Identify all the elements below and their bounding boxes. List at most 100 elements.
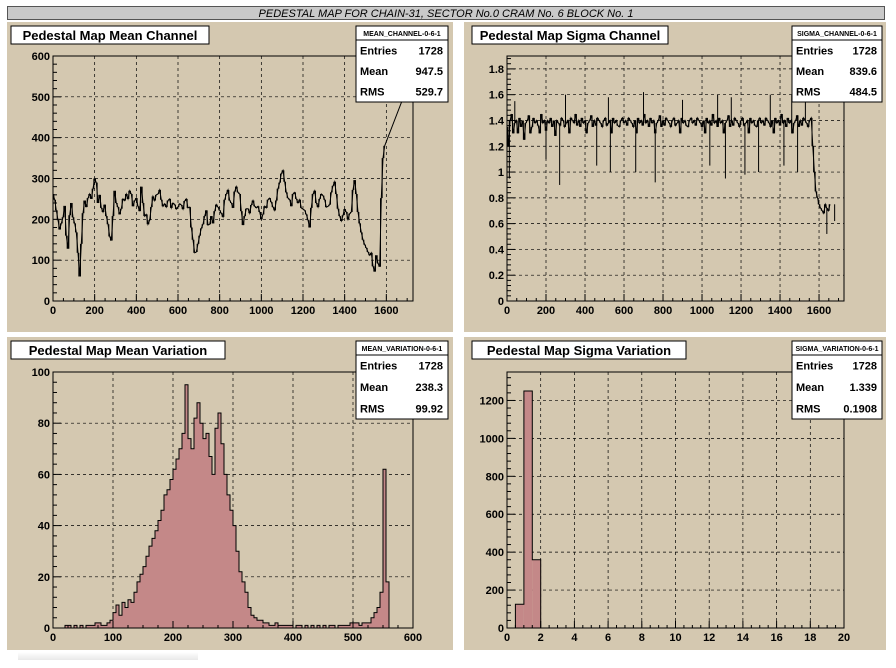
stats-key: Mean [360, 382, 388, 394]
histogram-bin [230, 510, 233, 628]
y-tick-label: 100 [32, 367, 50, 379]
histogram-bin [149, 546, 152, 628]
histogram-bin [353, 622, 356, 628]
histogram-bin [377, 607, 380, 628]
histogram-bin [137, 581, 140, 628]
histogram-bin [305, 625, 308, 628]
histogram-bin [350, 622, 353, 628]
y-tick-label: 1.8 [489, 64, 504, 76]
histogram-bin [176, 459, 179, 628]
y-tick-label: 0.6 [489, 219, 504, 231]
x-tick-label: 400 [127, 305, 145, 317]
histogram-bin [239, 571, 242, 628]
histogram-bin [122, 602, 125, 628]
x-tick-label: 1600 [374, 305, 398, 317]
x-tick-label: 0 [504, 305, 510, 317]
histogram-bin [209, 456, 212, 628]
chart-sigma-variation: 0 2 4 6 8 10 12 14 16 18 20020040060080010001200Pe… [471, 340, 883, 644]
chart-title: Pedestal Map Sigma Variation [487, 343, 671, 358]
histogram-bin [68, 625, 71, 628]
y-tick-label: 0 [44, 296, 50, 308]
x-tick-label: 0 [504, 632, 510, 644]
x-tick-label: 6 [605, 632, 611, 644]
histogram-bin [371, 617, 374, 628]
x-tick-label: 1600 [807, 305, 831, 317]
stats-name: MEAN_VARIATION-0-6-1 [362, 346, 443, 353]
stats-key: Mean [796, 382, 824, 394]
histogram-bin [161, 510, 164, 628]
histogram-bin [212, 474, 215, 628]
x-tick-label: 8 [639, 632, 645, 644]
y-tick-label: 1.6 [489, 90, 504, 102]
histogram-bin [110, 620, 113, 628]
y-tick-label: 1200 [480, 395, 504, 407]
stats-key: RMS [360, 403, 384, 415]
stats-key: RMS [360, 87, 384, 99]
y-tick-label: 200 [32, 214, 50, 226]
x-tick-label: 600 [169, 305, 187, 317]
stats-key: Entries [796, 45, 833, 57]
title-box [10, 340, 226, 360]
histogram-bin [221, 443, 224, 628]
stats-key: Entries [360, 45, 397, 57]
stats-value: 1728 [853, 45, 877, 57]
histogram-bin [515, 604, 524, 628]
histogram-bin [532, 559, 541, 628]
y-tick-label: 1.4 [489, 115, 505, 127]
stats-box [791, 25, 883, 103]
x-tick-label: 12 [703, 632, 715, 644]
x-tick-label: 400 [576, 305, 594, 317]
y-tick-label: 1000 [480, 433, 504, 445]
histogram-bin [146, 556, 149, 628]
pad-sigma-variation: 0 2 4 6 8 10 12 14 16 18 20 0 200 400 600 800 1000 1200 Pe… [464, 337, 886, 650]
y-tick-label: 60 [38, 469, 50, 481]
stats-name: SIGMA_VARIATION-0-6-1 [796, 346, 879, 353]
histogram-bin [338, 625, 341, 628]
histogram-bin [311, 625, 314, 628]
pad-mean-variation: 0 100 200 300 400 500 600 0 20 40 60 80 100 Pedestal … [7, 337, 453, 650]
y-tick-label: 400 [32, 133, 50, 145]
histogram-bin [224, 474, 227, 628]
chart-mean-variation: 0 100 200 300 400 500 600 0 20 40 60 80 100 Pedestal … [10, 340, 449, 644]
histogram-bin [74, 625, 77, 628]
histogram-bin [227, 494, 230, 628]
histogram-bin [278, 625, 281, 628]
histogram-bin [134, 592, 137, 628]
histogram-bin [233, 525, 236, 628]
stats-value: 529.7 [415, 87, 443, 99]
histogram-bin [116, 604, 119, 628]
x-tick-label: 800 [210, 305, 228, 317]
x-tick-label: 2 [538, 632, 544, 644]
title-box [10, 25, 210, 45]
y-tick-label: 0.8 [489, 193, 504, 205]
stats-key: RMS [796, 403, 820, 415]
stats-key: Entries [360, 361, 397, 373]
y-tick-label: 800 [486, 471, 504, 483]
plot-border [506, 55, 845, 302]
y-tick-label: 0.4 [489, 244, 505, 256]
banner-title: PEDESTAL MAP FOR CHAIN-31, SECTOR No.0 C… [7, 6, 885, 20]
stats-value: 1728 [419, 45, 443, 57]
histogram-bin [206, 433, 209, 628]
histogram-bin [131, 602, 134, 628]
footer-smudge [18, 652, 198, 660]
histogram-bin [188, 438, 191, 628]
histogram-bin [296, 625, 299, 628]
histogram-bin [275, 622, 278, 628]
histogram-bin [101, 625, 104, 628]
x-tick-label: 4 [571, 632, 578, 644]
stats-value: 484.5 [849, 87, 877, 99]
histogram-bin [383, 469, 386, 628]
plot-frame [506, 55, 845, 302]
y-tick-label: 400 [486, 547, 504, 559]
stats-box [791, 340, 883, 420]
histogram-bin [323, 625, 326, 628]
histogram-bin [203, 438, 206, 628]
stats-name: MEAN_CHANNEL-0-6-1 [363, 31, 441, 38]
histogram-bin [185, 384, 188, 628]
x-tick-label: 200 [164, 632, 182, 644]
histogram-bin [272, 625, 275, 628]
stats-value: 839.6 [849, 66, 877, 78]
histogram-bin [164, 494, 167, 628]
chart-mean-channel: 0 200 400 600 800 1000 1200 1400 1600 0 100 200 300 4… [10, 25, 449, 317]
